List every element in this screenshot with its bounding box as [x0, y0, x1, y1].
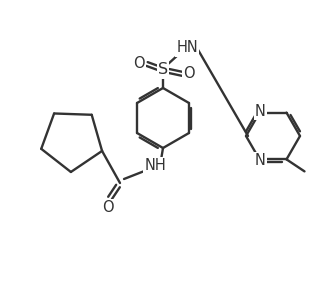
- Text: O: O: [102, 200, 114, 215]
- Text: NH: NH: [144, 158, 166, 173]
- Text: O: O: [183, 67, 195, 82]
- Text: N: N: [255, 104, 266, 119]
- Text: S: S: [158, 62, 168, 77]
- Text: HN: HN: [176, 41, 198, 56]
- Text: O: O: [133, 56, 145, 71]
- Text: N: N: [255, 153, 266, 168]
